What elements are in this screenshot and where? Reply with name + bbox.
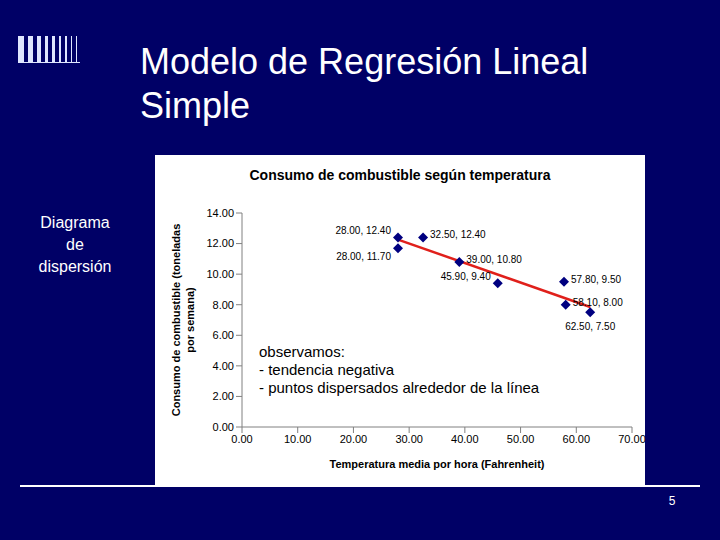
svg-text:57.80, 9.50: 57.80, 9.50 (571, 274, 621, 285)
svg-text:28.00, 12.40: 28.00, 12.40 (335, 225, 391, 236)
svg-text:0.00: 0.00 (213, 421, 234, 433)
svg-text:58.10, 8.00: 58.10, 8.00 (573, 297, 623, 308)
html-text:Consumo de combustible según t: Consumo de combustible según temperatura (249, 167, 551, 183)
svg-text:50.00: 50.00 (507, 433, 535, 445)
svg-text:40.00: 40.00 (451, 433, 479, 445)
html-text:Consumo de combustible (tonela: Consumo de combustible (toneladas por se… (170, 223, 196, 417)
svg-text:20.00: 20.00 (340, 433, 368, 445)
svg-text:8.00: 8.00 (213, 299, 234, 311)
svg-text:4.00: 4.00 (213, 360, 234, 372)
svg-text:45.90, 9.40: 45.90, 9.40 (441, 271, 491, 282)
svg-text:14.00: 14.00 (206, 207, 234, 219)
svg-text:30.00: 30.00 (395, 433, 423, 445)
html-text:observamos:: observamos: (259, 343, 345, 360)
html-text:Diagrama de dispersión: Diagrama de dispersión (38, 214, 112, 275)
html-text:5: 5 (668, 494, 676, 508)
svg-text:10.00: 10.00 (206, 268, 234, 280)
html-text:Temperatura media por hora (Fa: Temperatura media por hora (Fahrenheit) (329, 458, 545, 470)
svg-text:28.00, 11.70: 28.00, 11.70 (336, 251, 391, 262)
svg-text:70.00: 70.00 (618, 433, 645, 445)
svg-text:2.00: 2.00 (213, 390, 234, 402)
svg-text:39.00, 10.80: 39.00, 10.80 (466, 254, 522, 265)
html-text:Modelo de Regresión Lineal Sim: Modelo de Regresión Lineal Simple (140, 41, 589, 126)
svg-text:60.00: 60.00 (563, 433, 591, 445)
html-text:- tendencia negativa: - tendencia negativa (259, 361, 395, 378)
svg-text:6.00: 6.00 (213, 329, 234, 341)
svg-text:62.50, 7.50: 62.50, 7.50 (565, 321, 615, 332)
svg-text:12.00: 12.00 (206, 237, 234, 249)
svg-text:0.00: 0.00 (231, 433, 252, 445)
html-text:- puntos dispersados alrededor: - puntos dispersados alrededor de la lín… (259, 379, 540, 396)
svg-text:10.00: 10.00 (284, 433, 312, 445)
svg-text:32.50, 12.40: 32.50, 12.40 (430, 229, 486, 240)
